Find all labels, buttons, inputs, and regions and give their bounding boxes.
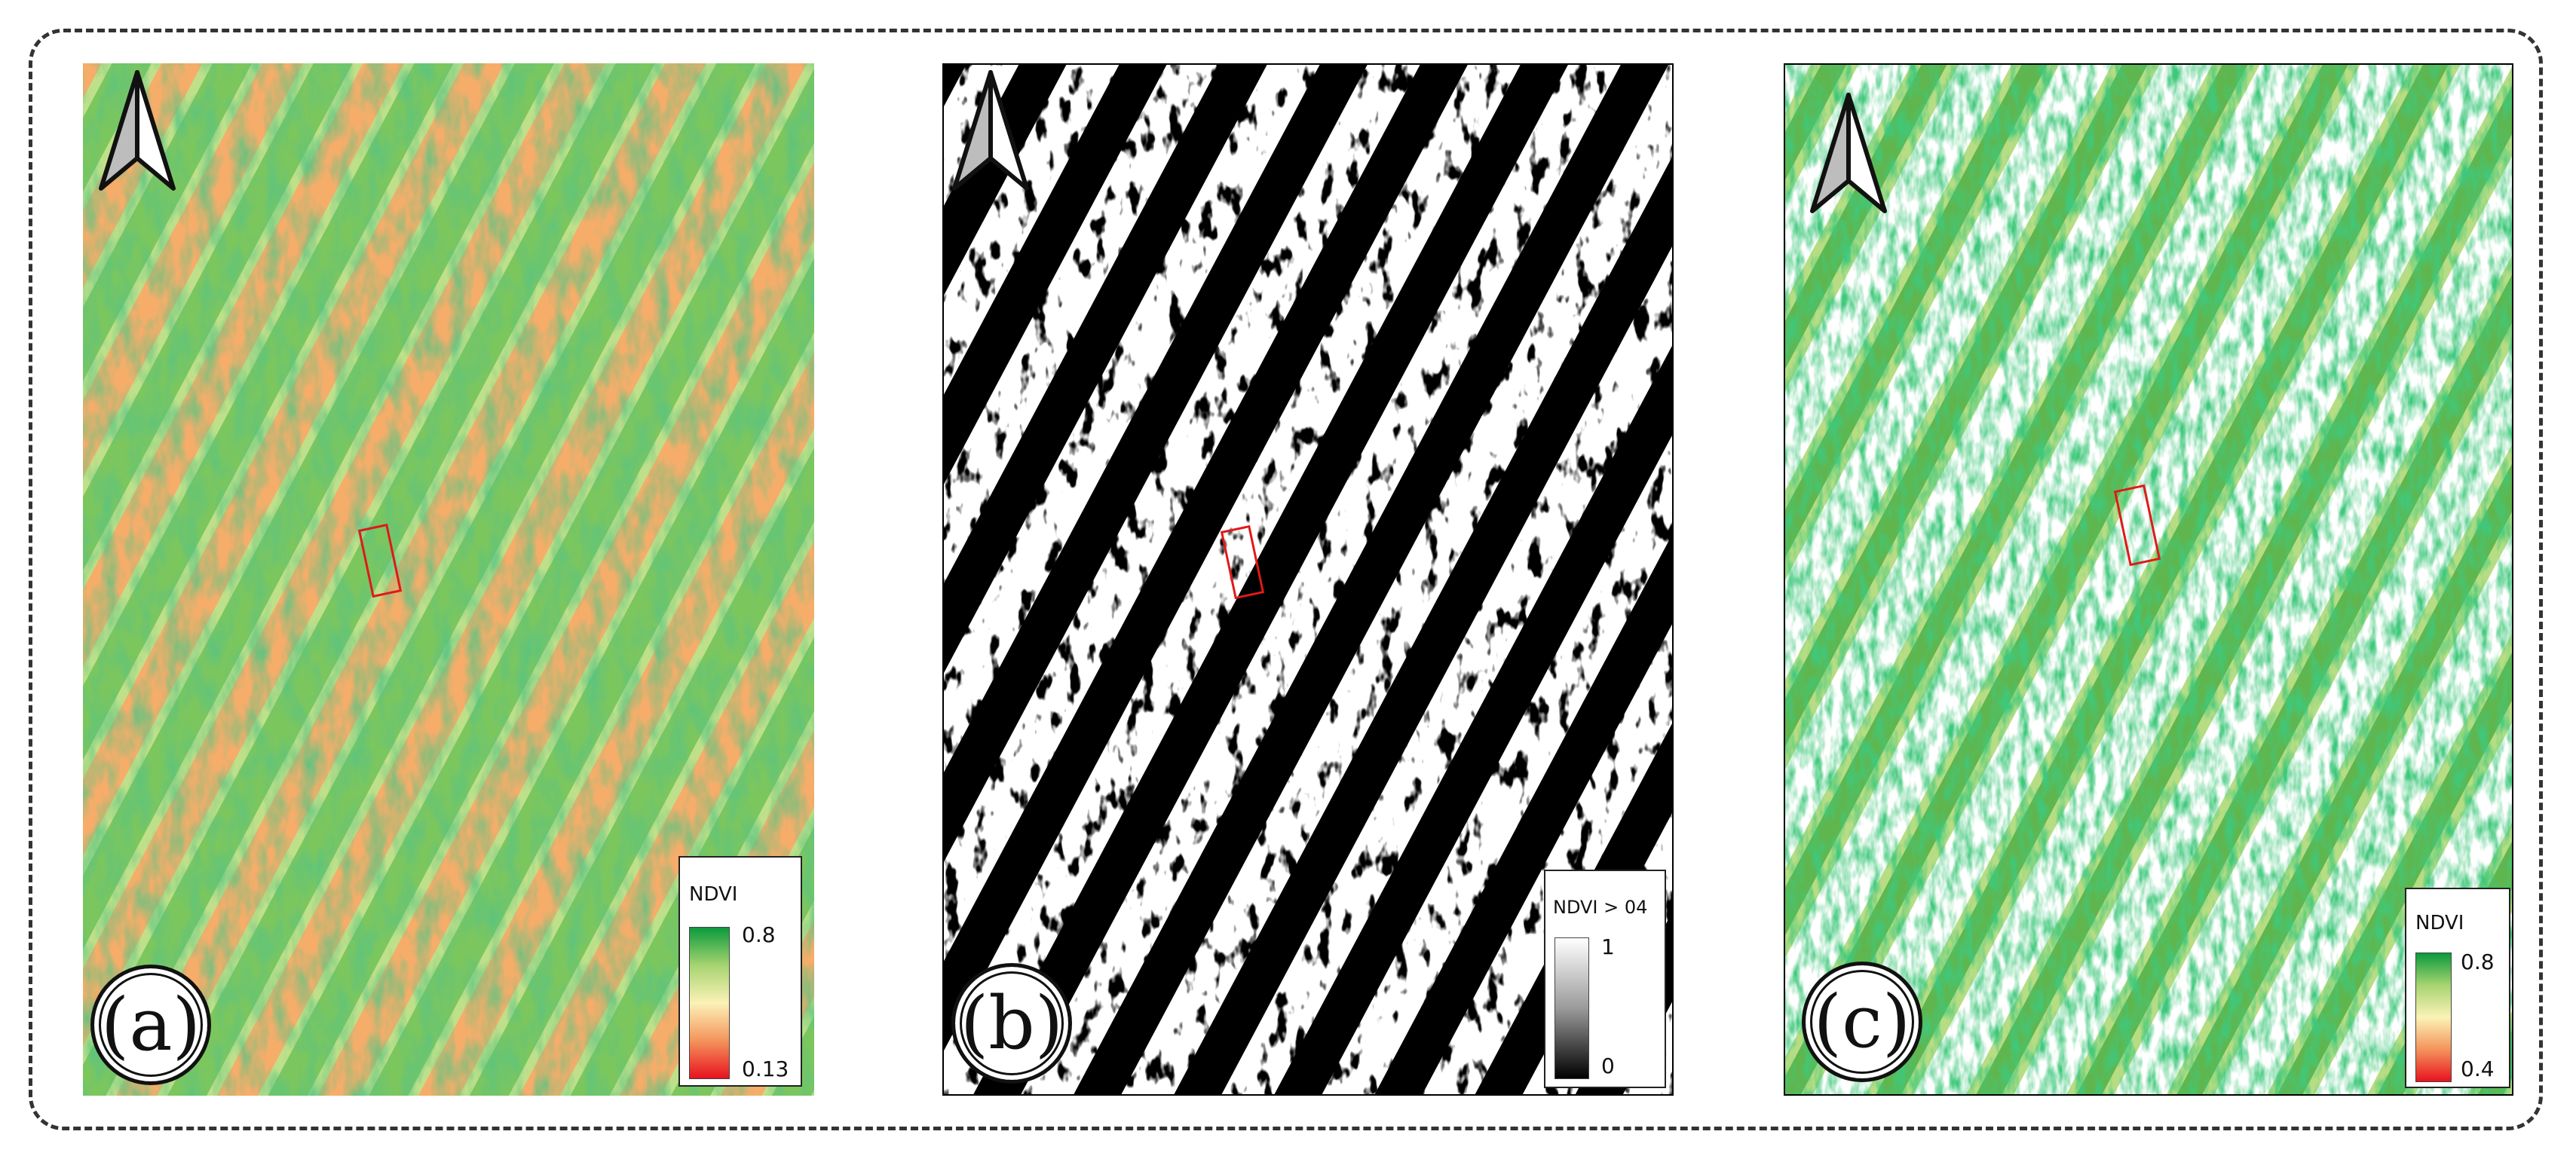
legend-title: NDVI (2415, 912, 2464, 934)
north-arrow-icon (1810, 93, 1887, 213)
legend-title: NDVI > 04 (1553, 897, 1648, 918)
ndvi-legend: NDVI 0.8 0.13 (678, 856, 802, 1087)
masked-ndvi-image (1785, 65, 2512, 1094)
legend-min-value: 0.4 (2461, 1057, 2495, 1081)
legend-max-value: 0.8 (742, 922, 776, 947)
north-arrow-icon (99, 70, 176, 191)
panel-label: (a) (90, 965, 211, 1085)
legend-gray-ramp (1554, 937, 1589, 1079)
legend-min-value: 0 (1601, 1053, 1615, 1078)
panel-b-binary-mask: NDVI > 04 1 0 (b) (942, 63, 1674, 1096)
binary-legend: NDVI > 04 1 0 (1544, 870, 1666, 1088)
legend-max-value: 0.8 (2461, 949, 2495, 974)
ndvi-legend: NDVI 0.8 0.4 (2405, 888, 2510, 1088)
legend-color-ramp (689, 927, 730, 1079)
panel-c-masked-ndvi: NDVI 0.8 0.4 (c) (1784, 63, 2513, 1096)
legend-color-ramp (2415, 953, 2452, 1082)
panel-label: (c) (1802, 962, 1922, 1082)
north-arrow-icon (952, 70, 1029, 191)
panel-a-ndvi-map: NDVI 0.8 0.13 (a) (83, 63, 814, 1096)
legend-min-value: 0.13 (742, 1057, 789, 1081)
dashed-figure-frame (29, 29, 2543, 1130)
legend-max-value: 1 (1601, 934, 1615, 959)
legend-title: NDVI (689, 883, 738, 906)
panel-label: (b) (951, 963, 1072, 1084)
